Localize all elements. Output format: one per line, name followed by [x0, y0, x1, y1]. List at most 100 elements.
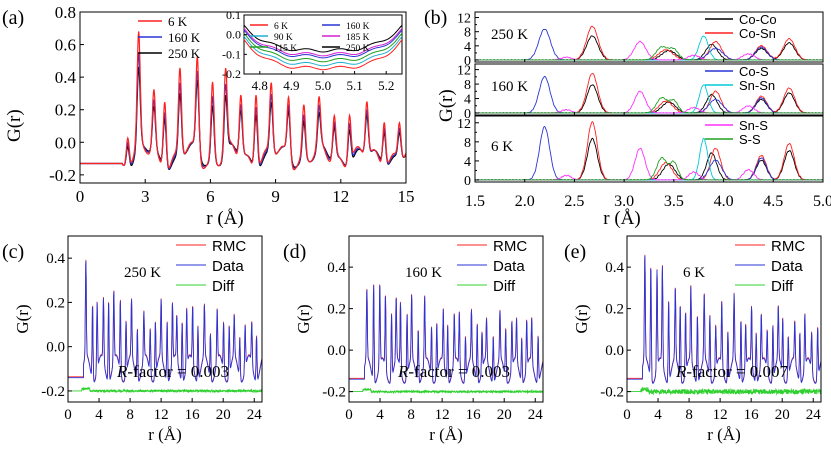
- y-tick-label: 8: [464, 26, 471, 41]
- x-tick-label: 0: [76, 187, 85, 206]
- pair-line-S-S: [475, 156, 824, 181]
- x-tick-label: 5.0: [813, 193, 831, 210]
- inset-line-160K: [243, 29, 403, 59]
- x-tick-label: 15: [398, 187, 415, 206]
- legend-label: Data: [771, 258, 803, 275]
- panel-label-b: (b): [424, 7, 447, 29]
- panel-a: (a) 0 3 6 9 12 15 -0.2 0.0 0.2 0.4 0.6 0.8 G(r) r (…: [2, 3, 415, 229]
- panel-d: (d) 0 4 8 12 16 20 24 -0.2 0.0 0.2 0.4 G(r) r (Å) 160…: [283, 235, 544, 444]
- x-tick-label: 8: [126, 407, 134, 423]
- inset-x-tick-label: 4.9: [283, 78, 299, 93]
- plot-frame: [626, 235, 822, 403]
- legend-label: Data: [493, 258, 525, 275]
- subpanel-frame: [474, 115, 824, 183]
- x-tick-label: 16: [185, 407, 201, 423]
- diff-line: [349, 387, 544, 395]
- y-tick-label: 0.4: [605, 260, 624, 276]
- y-tick-label: 0.0: [46, 340, 65, 356]
- inset-legend-label: 160 K: [346, 22, 370, 32]
- y-tick-label: 0.0: [55, 133, 76, 152]
- y-tick-label: -0.2: [49, 166, 76, 185]
- x-tick-label: 16: [466, 407, 482, 423]
- legend-label: Co-S: [739, 64, 769, 79]
- plot-frame: [67, 235, 263, 403]
- inset-legend-label: 250 K: [346, 44, 370, 54]
- y-tick-label: 0.0: [605, 343, 624, 359]
- x-tick-label: 8: [407, 407, 415, 423]
- y-tick-label: 0.0: [327, 343, 346, 359]
- x-tick-label: 0: [64, 407, 72, 423]
- r-factor-value: -factor = 0.007: [686, 362, 788, 381]
- inset-legend-label: 90 K: [274, 33, 293, 43]
- x-tick-label: 3.5: [664, 193, 684, 210]
- data-line: [627, 255, 822, 384]
- panel-e: (e) 0 4 8 12 16 20 24 -0.2 0.0 0.2 0.4 G(r) r (Å) 6 K…: [564, 235, 822, 444]
- x-tick-label: 16: [744, 407, 760, 423]
- y-tick-label: -0.2: [600, 385, 624, 401]
- y-tick-label: 12: [457, 117, 471, 132]
- diff-line: [627, 386, 822, 396]
- legend-label: RMC: [493, 238, 527, 255]
- legend-label: RMC: [771, 238, 805, 255]
- legend-label: Diff: [212, 278, 235, 295]
- legend-label: RMC: [212, 238, 246, 255]
- y-tick-label: 0: [464, 174, 471, 189]
- data-line: [349, 285, 544, 384]
- legend-label: Sn-Sn: [739, 78, 775, 93]
- y-tick-label: -0.2: [322, 385, 346, 401]
- inset-x-tick-label: 4.8: [252, 78, 268, 93]
- y-tick-label: 0.2: [55, 101, 76, 120]
- panel-e-plot: 0 4 8 12 16 20 24 -0.2 0.0 0.2 0.4 G(r) r (Å) 6 K RMC D…: [572, 235, 822, 444]
- x-tick-label: 4.0: [714, 193, 734, 210]
- y-tick-label: 4: [464, 155, 471, 170]
- y-tick-label: 0: [464, 107, 471, 122]
- legend-label: 250 K: [168, 46, 201, 61]
- legend-label: Diff: [493, 278, 516, 295]
- r-factor-value: -factor = 0.003: [127, 362, 229, 381]
- y-tick-label: 8: [464, 78, 471, 93]
- inset-line-6K: [243, 39, 403, 71]
- y-tick-label: 0.2: [46, 295, 65, 311]
- x-tick-label: 24: [528, 407, 544, 423]
- inset-legend-label: 6 K: [274, 22, 288, 32]
- subpanel-2: 0 4 8 12 6 K Sn-SS-S: [457, 115, 824, 189]
- r-factor-symbol: R: [397, 362, 409, 381]
- x-tick-label: 12: [154, 407, 169, 423]
- inset-legend-label: 115 K: [274, 44, 297, 54]
- x-tick-label: 4: [376, 407, 384, 423]
- x-tick-label: 9: [271, 187, 280, 206]
- temperature-label: 250 K: [124, 265, 161, 281]
- panel-b-xlabel: r (Å): [603, 208, 640, 229]
- x-axis-label: r (Å): [707, 425, 741, 444]
- y-tick-label: 0.6: [55, 36, 76, 55]
- x-axis-label: r (Å): [429, 425, 463, 444]
- inset-x-tick-label: 5.2: [378, 78, 394, 93]
- x-tick-label: 2.0: [515, 193, 535, 210]
- inset-line-115K: [243, 32, 403, 63]
- pair-line-S-S: [474, 96, 823, 114]
- panel-a-xlabel: r (Å): [206, 208, 243, 229]
- y-axis-label: G(r): [572, 304, 591, 333]
- temperature-label: 160 K: [405, 265, 442, 281]
- y-tick-label: 0.2: [327, 302, 346, 318]
- x-axis-label: r (Å): [148, 425, 182, 444]
- inset-y-tick-label: -0.1: [222, 47, 241, 61]
- x-tick-label: 3.0: [614, 193, 634, 210]
- x-tick-label: 4.5: [763, 193, 783, 210]
- inset-line-250K: [243, 24, 403, 53]
- plot-frame: [79, 11, 407, 184]
- legend-label: Co-Co: [739, 12, 777, 27]
- y-tick-label: 4: [464, 40, 471, 55]
- y-tick-label: -0.2: [41, 384, 65, 400]
- x-tick-label: 24: [247, 407, 263, 423]
- x-tick-label: 4: [95, 407, 103, 423]
- legend-label: S-S: [739, 132, 761, 147]
- subpanel-temp: 250 K: [491, 27, 528, 43]
- r-factor-label: R-factor = 0.003: [397, 362, 510, 381]
- panel-label-e: (e): [564, 241, 586, 263]
- panel-a-inset: 4.8 4.9 5.0 5.1 5.2 -0.2 -0.1 0.0 0.1 6 K90 K115 …: [222, 8, 403, 93]
